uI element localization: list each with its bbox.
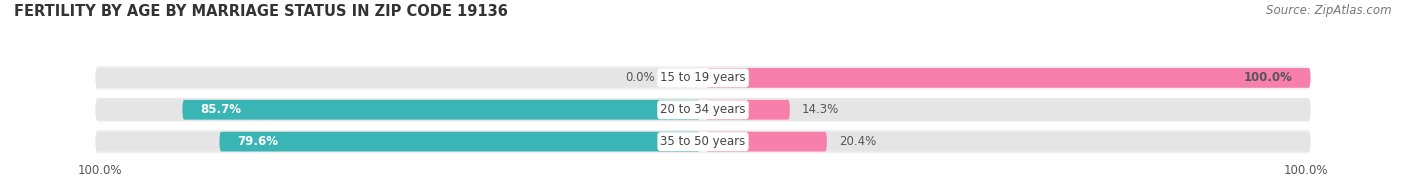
Text: 100.0%: 100.0%	[1243, 71, 1292, 84]
FancyBboxPatch shape	[706, 132, 827, 152]
FancyBboxPatch shape	[96, 100, 700, 120]
Text: Source: ZipAtlas.com: Source: ZipAtlas.com	[1267, 4, 1392, 17]
FancyBboxPatch shape	[96, 68, 700, 88]
Text: 79.6%: 79.6%	[238, 135, 278, 148]
FancyBboxPatch shape	[706, 68, 1310, 88]
FancyBboxPatch shape	[183, 100, 700, 120]
FancyBboxPatch shape	[219, 132, 700, 152]
Text: 14.3%: 14.3%	[801, 103, 839, 116]
FancyBboxPatch shape	[96, 98, 1310, 122]
FancyBboxPatch shape	[96, 132, 700, 152]
Text: 35 to 50 years: 35 to 50 years	[661, 135, 745, 148]
FancyBboxPatch shape	[706, 100, 790, 120]
Text: FERTILITY BY AGE BY MARRIAGE STATUS IN ZIP CODE 19136: FERTILITY BY AGE BY MARRIAGE STATUS IN Z…	[14, 4, 508, 19]
Text: 0.0%: 0.0%	[624, 71, 654, 84]
Text: 100.0%: 100.0%	[77, 164, 122, 177]
FancyBboxPatch shape	[706, 132, 1310, 152]
Text: 100.0%: 100.0%	[1284, 164, 1329, 177]
Text: 20.4%: 20.4%	[839, 135, 876, 148]
FancyBboxPatch shape	[96, 66, 1310, 90]
Text: 15 to 19 years: 15 to 19 years	[661, 71, 745, 84]
FancyBboxPatch shape	[706, 100, 1310, 120]
FancyBboxPatch shape	[706, 68, 1310, 88]
FancyBboxPatch shape	[96, 130, 1310, 153]
Text: 85.7%: 85.7%	[201, 103, 242, 116]
Text: 20 to 34 years: 20 to 34 years	[661, 103, 745, 116]
